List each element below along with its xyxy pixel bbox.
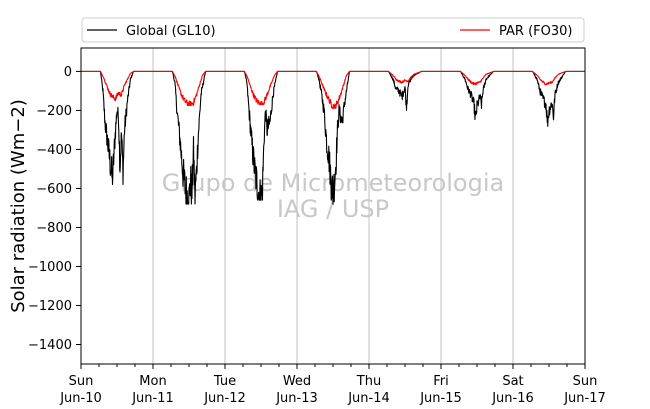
x-tick-date: Jun-14 <box>347 391 390 406</box>
series-line-global <box>80 70 586 205</box>
x-tick-day: Sat <box>502 374 523 389</box>
x-tick-date: Jun-10 <box>59 391 102 406</box>
legend-label-global: Global (GL10) <box>126 24 216 39</box>
legend-label-par: PAR (FO30) <box>499 24 572 39</box>
y-tick-label: −200 <box>36 104 72 119</box>
y-tick-label: −600 <box>36 182 72 197</box>
y-axis-label: Solar radiation (Wm−2) <box>8 99 29 313</box>
x-tick-date: Jun-16 <box>491 391 534 406</box>
x-tick-day: Sun <box>573 374 598 389</box>
legend-frame <box>81 17 585 43</box>
x-tick-date: Jun-11 <box>131 391 174 406</box>
x-tick-date: Jun-17 <box>563 391 606 406</box>
y-tick-label: −1000 <box>28 260 72 275</box>
x-axis: Sun Jun-10 Mon Jun-11 Tue Jun-12 Wed Jun-13 Thu J… <box>59 364 606 406</box>
x-tick-date: Jun-13 <box>275 391 318 406</box>
y-tick-label: −400 <box>36 143 72 158</box>
x-tick-day: Mon <box>139 374 166 389</box>
y-tick-label: −800 <box>36 221 72 236</box>
x-tick-date: Jun-15 <box>419 391 462 406</box>
x-tick-day: Thu <box>356 374 381 389</box>
x-tick-day: Fri <box>433 374 449 389</box>
series-lines <box>80 70 586 205</box>
x-tick-day: Tue <box>213 374 236 389</box>
y-tick-label: −1200 <box>28 299 72 314</box>
legend: Global (GL10) PAR (FO30) <box>81 17 585 43</box>
y-axis: 0 −200 −400 −600 −800 −1000 −1200 −1400 <box>28 65 81 353</box>
x-tick-day: Wed <box>283 374 311 389</box>
y-tick-label: −1400 <box>28 338 72 353</box>
y-tick-label: 0 <box>64 65 72 80</box>
x-tick-date: Jun-12 <box>203 391 246 406</box>
series-line-par <box>80 70 586 110</box>
grid-lines <box>152 48 514 364</box>
x-tick-day: Sun <box>69 374 94 389</box>
